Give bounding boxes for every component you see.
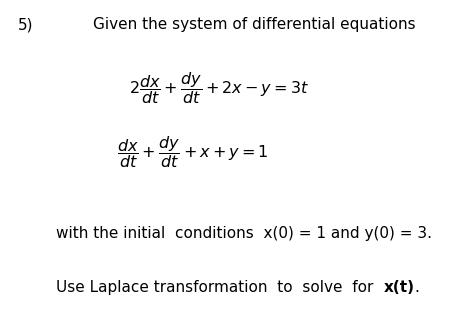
- Text: with the initial  conditions  x(0) = 1 and y(0) = 3.: with the initial conditions x(0) = 1 and…: [56, 226, 432, 241]
- Text: Given the system of differential equations: Given the system of differential equatio…: [93, 17, 416, 32]
- Text: Use Laplace transformation  to  solve  for: Use Laplace transformation to solve for: [56, 280, 383, 295]
- Text: 5): 5): [18, 17, 34, 32]
- Text: $2\dfrac{dx}{dt}+\dfrac{dy}{dt}+2x-y=3t$: $2\dfrac{dx}{dt}+\dfrac{dy}{dt}+2x-y=3t$: [129, 70, 308, 106]
- Text: x(t): x(t): [383, 280, 414, 295]
- Text: Use Laplace transformation  to  solve  for: Use Laplace transformation to solve for: [56, 280, 383, 295]
- Text: .: .: [414, 280, 419, 295]
- Text: $\dfrac{dx}{dt}+\dfrac{dy}{dt}+x+y=1$: $\dfrac{dx}{dt}+\dfrac{dy}{dt}+x+y=1$: [117, 134, 268, 170]
